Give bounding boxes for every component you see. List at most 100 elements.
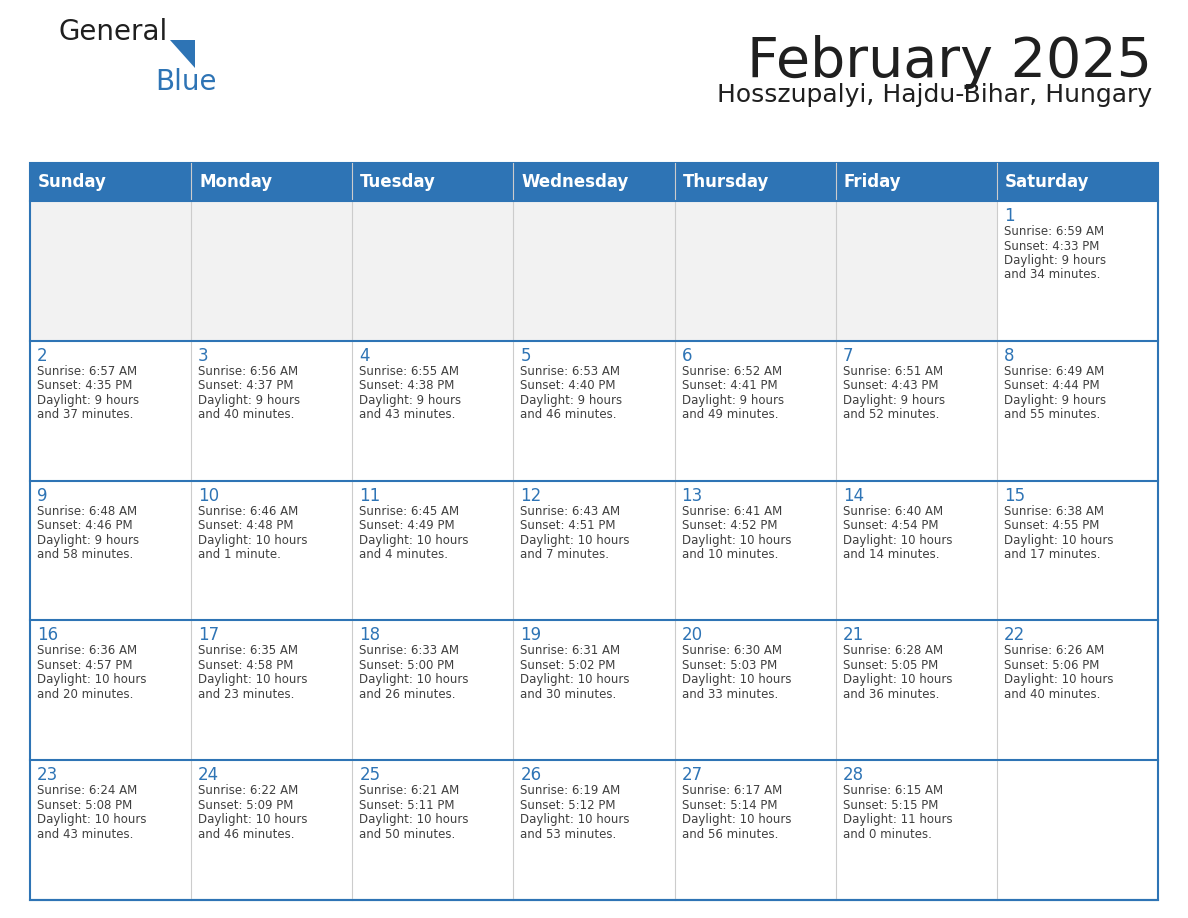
Text: Daylight: 10 hours: Daylight: 10 hours bbox=[198, 813, 308, 826]
Text: Daylight: 10 hours: Daylight: 10 hours bbox=[198, 533, 308, 546]
Text: Sunrise: 6:15 AM: Sunrise: 6:15 AM bbox=[842, 784, 943, 797]
Text: 5: 5 bbox=[520, 347, 531, 364]
Text: and 10 minutes.: and 10 minutes. bbox=[682, 548, 778, 561]
Text: Daylight: 10 hours: Daylight: 10 hours bbox=[37, 674, 146, 687]
Text: and 43 minutes.: and 43 minutes. bbox=[37, 828, 133, 841]
Text: Sunset: 4:37 PM: Sunset: 4:37 PM bbox=[198, 379, 293, 392]
Text: 26: 26 bbox=[520, 767, 542, 784]
Text: Sunrise: 6:38 AM: Sunrise: 6:38 AM bbox=[1004, 505, 1104, 518]
Text: Sunday: Sunday bbox=[38, 173, 107, 191]
Text: 20: 20 bbox=[682, 626, 702, 644]
Text: Daylight: 9 hours: Daylight: 9 hours bbox=[520, 394, 623, 407]
Bar bbox=[191, 201, 353, 341]
Bar bbox=[353, 341, 513, 481]
Text: Sunset: 4:52 PM: Sunset: 4:52 PM bbox=[682, 519, 777, 532]
Text: Sunrise: 6:51 AM: Sunrise: 6:51 AM bbox=[842, 364, 943, 378]
Bar bbox=[30, 760, 191, 900]
Text: Sunrise: 6:57 AM: Sunrise: 6:57 AM bbox=[37, 364, 137, 378]
Text: 25: 25 bbox=[359, 767, 380, 784]
Text: 22: 22 bbox=[1004, 626, 1025, 644]
Text: and 50 minutes.: and 50 minutes. bbox=[359, 828, 455, 841]
Text: and 1 minute.: and 1 minute. bbox=[198, 548, 282, 561]
Text: Sunset: 5:15 PM: Sunset: 5:15 PM bbox=[842, 799, 939, 812]
Text: Sunset: 4:55 PM: Sunset: 4:55 PM bbox=[1004, 519, 1099, 532]
Text: Monday: Monday bbox=[200, 173, 272, 191]
Text: 2: 2 bbox=[37, 347, 48, 364]
Text: Friday: Friday bbox=[843, 173, 902, 191]
Bar bbox=[513, 760, 675, 900]
Bar bbox=[191, 621, 353, 760]
Text: and 53 minutes.: and 53 minutes. bbox=[520, 828, 617, 841]
Bar bbox=[30, 201, 191, 341]
Text: 10: 10 bbox=[198, 487, 220, 505]
Text: and 34 minutes.: and 34 minutes. bbox=[1004, 268, 1100, 282]
Text: Daylight: 11 hours: Daylight: 11 hours bbox=[842, 813, 953, 826]
Text: 15: 15 bbox=[1004, 487, 1025, 505]
Text: Daylight: 10 hours: Daylight: 10 hours bbox=[682, 674, 791, 687]
Text: Sunrise: 6:33 AM: Sunrise: 6:33 AM bbox=[359, 644, 460, 657]
Text: 6: 6 bbox=[682, 347, 693, 364]
Text: and 0 minutes.: and 0 minutes. bbox=[842, 828, 931, 841]
Text: 17: 17 bbox=[198, 626, 220, 644]
Text: and 55 minutes.: and 55 minutes. bbox=[1004, 409, 1100, 421]
Text: Daylight: 10 hours: Daylight: 10 hours bbox=[682, 533, 791, 546]
Bar bbox=[30, 341, 191, 481]
Bar bbox=[191, 481, 353, 621]
Text: Sunset: 4:43 PM: Sunset: 4:43 PM bbox=[842, 379, 939, 392]
Text: Sunset: 4:33 PM: Sunset: 4:33 PM bbox=[1004, 240, 1099, 252]
Bar bbox=[353, 163, 513, 201]
Text: Sunset: 5:08 PM: Sunset: 5:08 PM bbox=[37, 799, 132, 812]
Text: and 40 minutes.: and 40 minutes. bbox=[198, 409, 295, 421]
Bar bbox=[997, 201, 1158, 341]
Text: 23: 23 bbox=[37, 767, 58, 784]
Text: 8: 8 bbox=[1004, 347, 1015, 364]
Text: Sunrise: 6:31 AM: Sunrise: 6:31 AM bbox=[520, 644, 620, 657]
Text: Sunset: 4:40 PM: Sunset: 4:40 PM bbox=[520, 379, 615, 392]
Text: and 23 minutes.: and 23 minutes. bbox=[198, 688, 295, 701]
Text: and 56 minutes.: and 56 minutes. bbox=[682, 828, 778, 841]
Text: and 30 minutes.: and 30 minutes. bbox=[520, 688, 617, 701]
Text: 1: 1 bbox=[1004, 207, 1015, 225]
Text: 14: 14 bbox=[842, 487, 864, 505]
Text: Daylight: 9 hours: Daylight: 9 hours bbox=[198, 394, 301, 407]
Bar bbox=[675, 163, 835, 201]
Bar bbox=[513, 341, 675, 481]
Text: Sunrise: 6:48 AM: Sunrise: 6:48 AM bbox=[37, 505, 137, 518]
Text: Sunset: 4:49 PM: Sunset: 4:49 PM bbox=[359, 519, 455, 532]
Text: Daylight: 10 hours: Daylight: 10 hours bbox=[359, 813, 469, 826]
Bar bbox=[997, 163, 1158, 201]
Text: Daylight: 10 hours: Daylight: 10 hours bbox=[1004, 674, 1113, 687]
Text: and 17 minutes.: and 17 minutes. bbox=[1004, 548, 1100, 561]
Text: Sunset: 5:02 PM: Sunset: 5:02 PM bbox=[520, 659, 615, 672]
Text: 11: 11 bbox=[359, 487, 380, 505]
Bar bbox=[30, 481, 191, 621]
Text: Thursday: Thursday bbox=[683, 173, 769, 191]
Text: Daylight: 10 hours: Daylight: 10 hours bbox=[520, 674, 630, 687]
Text: Sunrise: 6:24 AM: Sunrise: 6:24 AM bbox=[37, 784, 138, 797]
Text: Sunrise: 6:55 AM: Sunrise: 6:55 AM bbox=[359, 364, 460, 378]
Text: Sunrise: 6:45 AM: Sunrise: 6:45 AM bbox=[359, 505, 460, 518]
Text: 13: 13 bbox=[682, 487, 703, 505]
Text: Sunrise: 6:53 AM: Sunrise: 6:53 AM bbox=[520, 364, 620, 378]
Text: Daylight: 10 hours: Daylight: 10 hours bbox=[198, 674, 308, 687]
Polygon shape bbox=[170, 40, 195, 68]
Text: Sunset: 4:41 PM: Sunset: 4:41 PM bbox=[682, 379, 777, 392]
Text: Daylight: 9 hours: Daylight: 9 hours bbox=[37, 533, 139, 546]
Text: Sunset: 4:51 PM: Sunset: 4:51 PM bbox=[520, 519, 615, 532]
Text: Daylight: 9 hours: Daylight: 9 hours bbox=[682, 394, 784, 407]
Bar bbox=[353, 621, 513, 760]
Text: 21: 21 bbox=[842, 626, 864, 644]
Text: Sunrise: 6:59 AM: Sunrise: 6:59 AM bbox=[1004, 225, 1104, 238]
Bar bbox=[191, 760, 353, 900]
Bar bbox=[835, 760, 997, 900]
Text: Sunrise: 6:56 AM: Sunrise: 6:56 AM bbox=[198, 364, 298, 378]
Bar bbox=[675, 201, 835, 341]
Text: and 26 minutes.: and 26 minutes. bbox=[359, 688, 456, 701]
Bar bbox=[675, 760, 835, 900]
Text: Daylight: 9 hours: Daylight: 9 hours bbox=[842, 394, 944, 407]
Text: 19: 19 bbox=[520, 626, 542, 644]
Text: Sunrise: 6:28 AM: Sunrise: 6:28 AM bbox=[842, 644, 943, 657]
Text: Daylight: 10 hours: Daylight: 10 hours bbox=[37, 813, 146, 826]
Bar bbox=[835, 201, 997, 341]
Text: Sunset: 4:57 PM: Sunset: 4:57 PM bbox=[37, 659, 133, 672]
